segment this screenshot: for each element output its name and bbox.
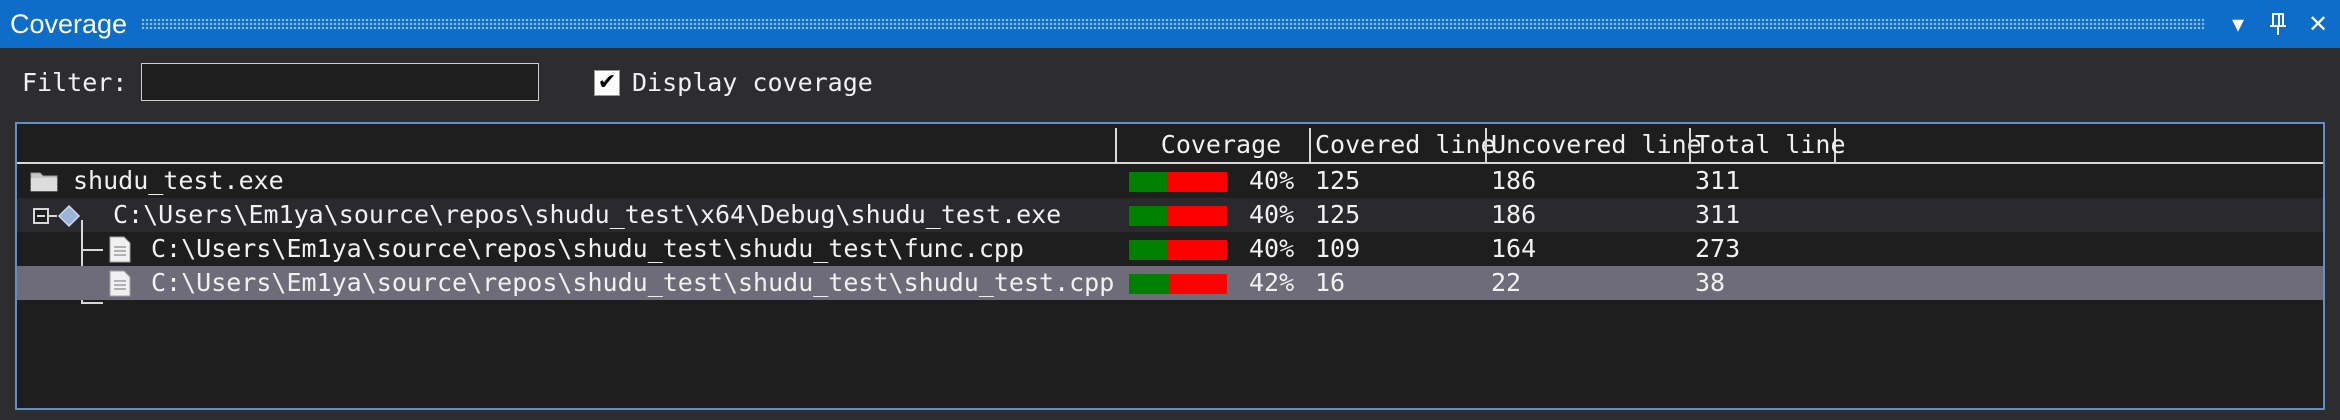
column-header-covered[interactable]: Covered line (1309, 128, 1496, 162)
file-icon (109, 270, 131, 297)
title-grip[interactable] (141, 18, 2206, 30)
total-lines: 38 (1695, 268, 1726, 297)
row-name: C:\Users\Em1ya\source\repos\shudu_test\x… (113, 200, 1062, 229)
close-icon[interactable]: ✕ (2307, 10, 2329, 38)
file-icon (109, 236, 131, 263)
filter-label: Filter: (22, 68, 128, 97)
coverage-percent: 40% (1249, 234, 1295, 263)
tree-connector (81, 302, 103, 304)
total-lines: 273 (1695, 234, 1741, 263)
covered-lines: 109 (1315, 234, 1361, 263)
row-name: C:\Users\Em1ya\source\repos\shudu_test\s… (151, 234, 1024, 263)
coverage-percent: 40% (1249, 166, 1295, 195)
coverage-bar-fill (1129, 274, 1171, 294)
total-lines: 311 (1695, 166, 1741, 195)
folder-icon (30, 172, 58, 192)
tree-connector (81, 220, 83, 304)
coverage-bar (1129, 240, 1227, 260)
column-header-total[interactable]: Total line (1689, 128, 1846, 162)
coverage-bar-fill (1129, 172, 1169, 192)
column-header-coverage[interactable]: Coverage (1115, 128, 1325, 162)
table-row[interactable]: shudu_test.exe 40% 125 186 311 (17, 164, 2323, 198)
coverage-percent: 40% (1249, 200, 1295, 229)
table-row-selected[interactable]: C:\Users\Em1ya\source\repos\shudu_test\s… (17, 266, 2323, 300)
coverage-percent: 42% (1249, 268, 1295, 297)
title-bar: Coverage ▾ ✕ (0, 0, 2340, 48)
uncovered-lines: 186 (1491, 166, 1537, 195)
coverage-bar (1129, 172, 1227, 192)
filter-input[interactable] (141, 63, 539, 101)
display-coverage-label[interactable]: Display coverage (632, 68, 873, 97)
covered-lines: 125 (1315, 166, 1361, 195)
covered-lines: 125 (1315, 200, 1361, 229)
tree-connector (81, 249, 103, 251)
grid-header: Coverage Covered line Uncovered line Tot… (17, 128, 2323, 164)
uncovered-lines: 22 (1491, 268, 1522, 297)
table-row[interactable]: C:\Users\Em1ya\source\repos\shudu_test\x… (17, 198, 2323, 232)
chevron-down-icon[interactable]: ▾ (2231, 10, 2245, 38)
collapse-icon[interactable] (33, 204, 81, 228)
coverage-bar (1129, 206, 1227, 226)
display-coverage-checkbox[interactable]: ✔ (594, 70, 620, 96)
total-lines: 311 (1695, 200, 1741, 229)
uncovered-lines: 164 (1491, 234, 1537, 263)
uncovered-lines: 186 (1491, 200, 1537, 229)
row-name: shudu_test.exe (73, 166, 284, 195)
table-row[interactable]: C:\Users\Em1ya\source\repos\shudu_test\s… (17, 232, 2323, 266)
row-name: C:\Users\Em1ya\source\repos\shudu_test\s… (151, 268, 1115, 297)
coverage-bar (1129, 274, 1227, 294)
coverage-bar-fill (1129, 206, 1169, 226)
window-title: Coverage (10, 8, 128, 39)
column-header-uncovered[interactable]: Uncovered line (1485, 128, 1702, 162)
covered-lines: 16 (1315, 268, 1346, 297)
pin-icon[interactable] (2260, 4, 2296, 44)
coverage-grid[interactable]: Coverage Covered line Uncovered line Tot… (15, 122, 2325, 410)
pin-icon-glyph (2270, 13, 2286, 35)
coverage-bar-fill (1129, 240, 1169, 260)
